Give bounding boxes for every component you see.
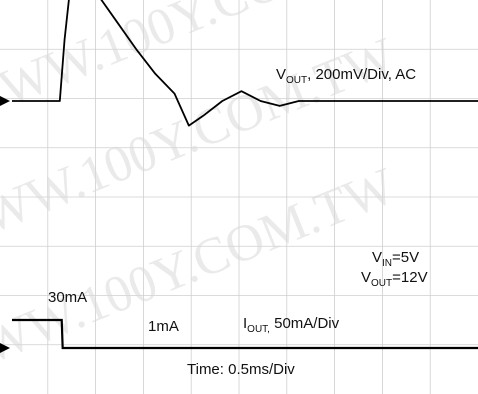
- iout-after-annotation: 1mA: [148, 318, 179, 335]
- vout-scale-label: VOUT, 200mV/Div, AC: [276, 66, 416, 86]
- traces: [12, 0, 478, 350]
- time-scale-label: Time: 0.5ms/Div: [187, 361, 295, 378]
- vout-condition-label: VOUT=12V: [361, 269, 428, 289]
- vin-condition-label: VIN=5V: [372, 249, 419, 269]
- iout-before-annotation: 30mA: [48, 289, 87, 306]
- iout-ground-marker: [0, 343, 10, 353]
- vout-trace: [12, 0, 478, 127]
- iout-trace: [12, 318, 478, 350]
- iout-scale-label: IOUT, 50mA/Div: [243, 315, 340, 335]
- vout-ground-marker: [0, 96, 10, 106]
